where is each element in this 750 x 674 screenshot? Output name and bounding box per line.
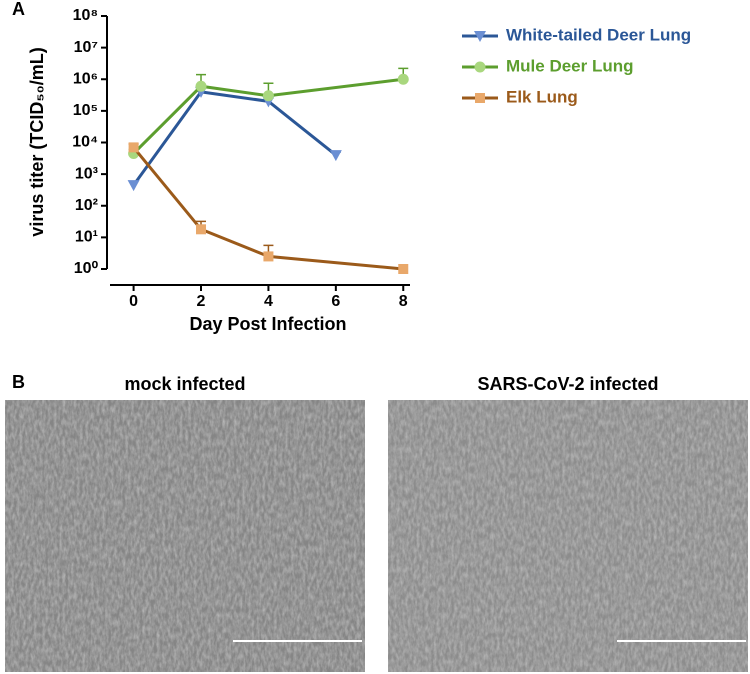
marker <box>196 224 207 235</box>
y-tick-label: 10³ <box>75 165 98 182</box>
y-tick-label: 10⁵ <box>73 102 98 119</box>
series-line <box>132 90 337 186</box>
x-tick-label: 2 <box>197 293 206 310</box>
x-tick-label: 6 <box>331 293 340 310</box>
legend-label: Elk Lung <box>506 87 578 106</box>
micrograph-title: mock infected <box>124 374 245 394</box>
y-axis-label: virus titer (TCID₅₀/mL) <box>27 47 47 236</box>
x-axis-label: Day Post Infection <box>189 314 346 334</box>
y-tick-label: 10² <box>75 197 98 214</box>
y-tick-label: 10⁷ <box>74 39 98 56</box>
micrograph: mock infected <box>5 374 365 672</box>
x-tick-label: 8 <box>399 293 408 310</box>
micrograph-title: SARS-CoV-2 infected <box>477 374 658 394</box>
panel-label: B <box>12 372 25 392</box>
series-line <box>132 146 404 271</box>
marker <box>262 90 274 102</box>
marker <box>329 150 342 162</box>
legend-marker <box>474 61 486 73</box>
legend-label: White-tailed Deer Lung <box>506 25 691 44</box>
marker <box>397 73 409 85</box>
marker <box>398 264 409 274</box>
marker <box>128 142 139 153</box>
legend-marker <box>475 93 485 103</box>
image-texture <box>5 400 365 672</box>
series-line <box>132 77 404 155</box>
micrograph: SARS-CoV-2 infected <box>388 374 748 672</box>
y-tick-label: 10⁴ <box>72 134 98 151</box>
image-texture <box>388 400 748 672</box>
legend-marker <box>474 31 486 42</box>
marker <box>195 80 207 92</box>
legend-label: Mule Deer Lung <box>506 56 634 75</box>
marker <box>263 251 274 262</box>
panel-label: A <box>12 0 25 19</box>
y-tick-label: 10⁰ <box>74 260 99 277</box>
y-tick-label: 10⁶ <box>73 70 98 87</box>
y-tick-label: 10¹ <box>75 229 98 246</box>
x-tick-label: 4 <box>264 293 273 310</box>
y-tick-label: 10⁸ <box>73 7 98 24</box>
x-tick-label: 0 <box>129 293 138 310</box>
marker <box>127 180 140 192</box>
